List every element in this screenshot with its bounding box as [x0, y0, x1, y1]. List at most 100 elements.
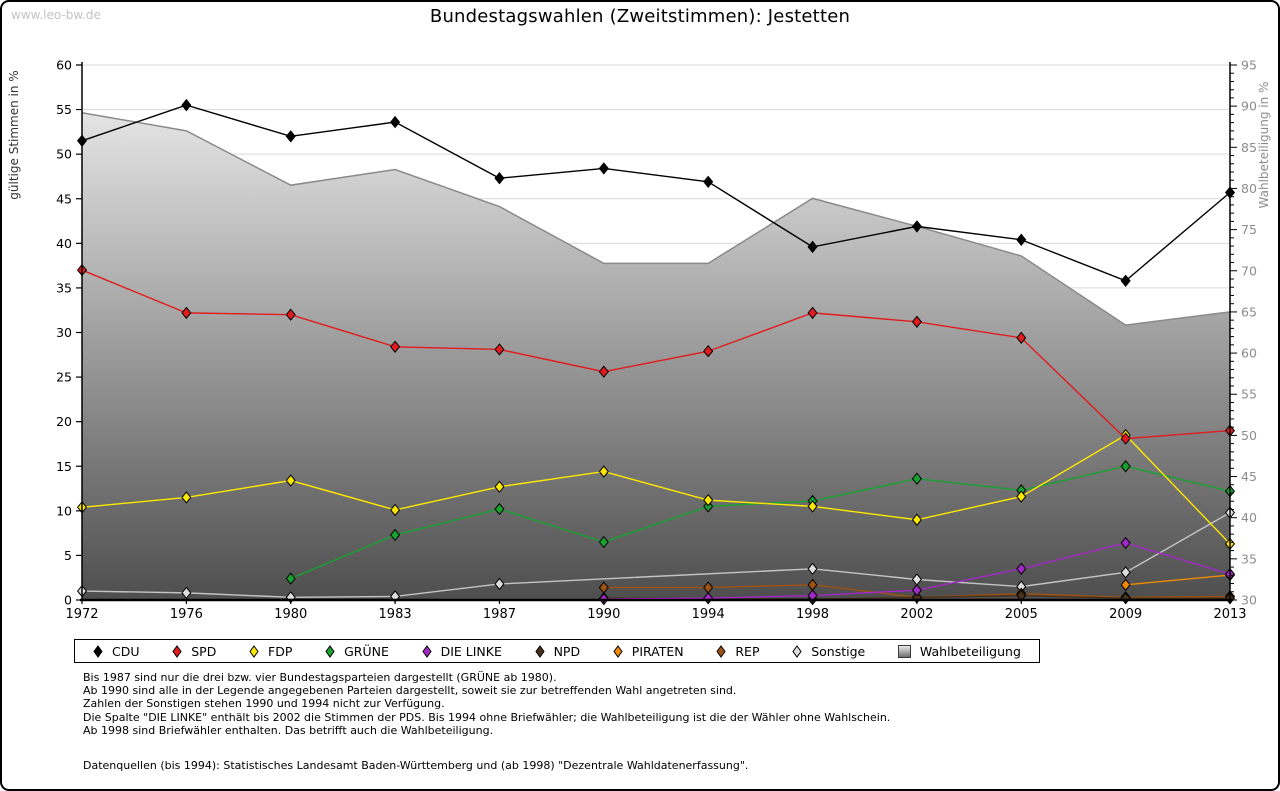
data-point [807, 240, 818, 254]
data-point [285, 572, 296, 585]
data-point [494, 343, 505, 356]
data-point [285, 474, 296, 487]
data-point [390, 503, 401, 517]
data-point [1120, 536, 1131, 550]
data-point [598, 365, 609, 378]
svg-text:1980: 1980 [274, 607, 307, 622]
svg-text:70: 70 [1241, 263, 1257, 278]
footnote-line: Ab 1998 sind Briefwähler enthalten. Das … [83, 723, 494, 737]
legend-diamond-icon [534, 644, 545, 658]
svg-text:20: 20 [56, 414, 72, 429]
footnote-line: Bis 1987 sind nur die drei bzw. vier Bun… [83, 671, 557, 684]
data-point [598, 465, 609, 478]
svg-text:1994: 1994 [692, 607, 725, 622]
data-point [807, 500, 818, 513]
data-point [703, 175, 714, 188]
legend-label: NPD [553, 643, 581, 659]
svg-text:55: 55 [56, 102, 72, 117]
legend-label: DIE LINKE [440, 643, 502, 659]
chart: 0 5 10 15 20 25 30 35 40 45 50 55 60 30 35 40 45 50 55 60 65… [7, 58, 1271, 623]
legend-diamond-icon [325, 644, 335, 658]
svg-text:35: 35 [1241, 551, 1257, 566]
svg-text:90: 90 [1241, 99, 1257, 114]
data-point [1016, 233, 1027, 246]
legend-diamond-icon [716, 644, 726, 658]
svg-text:1987: 1987 [483, 607, 516, 622]
legend-diamond-icon [421, 644, 432, 658]
data-point [911, 584, 922, 597]
page-title: Bundestagswahlen (Zweitstimmen): Jestett… [429, 6, 851, 27]
watermark: www.leo-bw.de [11, 8, 101, 22]
data-point [1120, 274, 1131, 287]
data-point [1120, 578, 1131, 592]
svg-text:2013: 2013 [1213, 607, 1246, 622]
legend-item-sonstige: Sonstige [792, 644, 865, 659]
legend: CDU SPD FDP GRÜNE DIE LINKE NPD PIRATEN REP Sons… [74, 639, 1040, 663]
data-point [1120, 566, 1131, 579]
svg-text:45: 45 [56, 191, 72, 206]
svg-text:60: 60 [56, 58, 72, 73]
data-point [494, 577, 505, 591]
footnote-line: Zahlen der Sonstigen stehen 1990 und 199… [83, 697, 445, 711]
data-point [285, 130, 296, 143]
svg-text:45: 45 [1241, 469, 1257, 484]
data-point [390, 340, 401, 353]
data-point [807, 562, 818, 575]
legend-item-die-linke: DIE LINKE [421, 643, 502, 659]
legend-diamond-icon [249, 644, 259, 658]
area-wahlbeteiligung [82, 112, 1230, 600]
svg-text:2009: 2009 [1109, 607, 1142, 622]
legend-item-rep: REP [716, 644, 759, 659]
data-point [703, 345, 714, 358]
svg-text:30: 30 [56, 325, 72, 340]
data-point [285, 308, 296, 321]
svg-text:1998: 1998 [796, 607, 829, 622]
footnote-line: Ab 1990 sind alle in der Legende angegeb… [83, 684, 737, 698]
series-cdu [76, 98, 1236, 287]
legend-item-fdp: FDP [249, 644, 292, 659]
data-point [1120, 432, 1131, 445]
svg-text:1976: 1976 [170, 607, 203, 622]
legend-label: CDU [112, 643, 140, 659]
svg-text:1972: 1972 [65, 607, 98, 622]
legend-item-cdu: CDU [93, 644, 140, 659]
svg-text:80: 80 [1241, 181, 1257, 196]
legend-diamond-icon [613, 644, 623, 658]
legend-item-grüne: GRÜNE [325, 644, 389, 659]
data-point [181, 98, 192, 112]
legend-item-spd: SPD [172, 644, 216, 659]
data-point [703, 500, 714, 513]
legend-diamond-icon [93, 644, 103, 658]
data-point [911, 513, 922, 526]
svg-text:15: 15 [56, 459, 72, 474]
data-point [703, 493, 714, 507]
data-point [494, 172, 505, 185]
data-point [598, 535, 609, 549]
data-point [911, 220, 922, 233]
data-point [598, 162, 609, 175]
data-point [1016, 490, 1027, 503]
svg-text:5: 5 [64, 548, 72, 563]
legend-label: REP [735, 643, 760, 659]
data-point [494, 502, 505, 516]
data-point [390, 115, 401, 129]
left-axis-title: gültige Stimmen in % [7, 70, 21, 199]
legend-diamond-icon [792, 644, 802, 658]
legend-square-icon [897, 644, 911, 658]
svg-text:95: 95 [1241, 58, 1257, 73]
data-point [181, 586, 192, 600]
legend-label: PIRATEN [631, 643, 684, 659]
right-axis-title: Wahlbeteiligung in % [1257, 82, 1271, 209]
svg-text:0: 0 [64, 593, 72, 608]
data-point [807, 306, 818, 320]
data-point [1016, 562, 1027, 575]
svg-text:2005: 2005 [1005, 607, 1038, 622]
footnote-line: Die Spalte "DIE LINKE" enthält bis 2002 … [83, 710, 891, 724]
axes: 0 5 10 15 20 25 30 35 40 45 50 55 60 30 35 40 45 50 55 60 65… [7, 58, 1271, 623]
data-point [494, 480, 505, 493]
footnotes: Bis 1987 sind nur die drei bzw. vier Bun… [83, 671, 1233, 772]
data-point [1016, 331, 1027, 345]
svg-text:35: 35 [56, 280, 72, 295]
data-point [181, 491, 192, 504]
legend-item-npd: NPD [534, 643, 581, 659]
